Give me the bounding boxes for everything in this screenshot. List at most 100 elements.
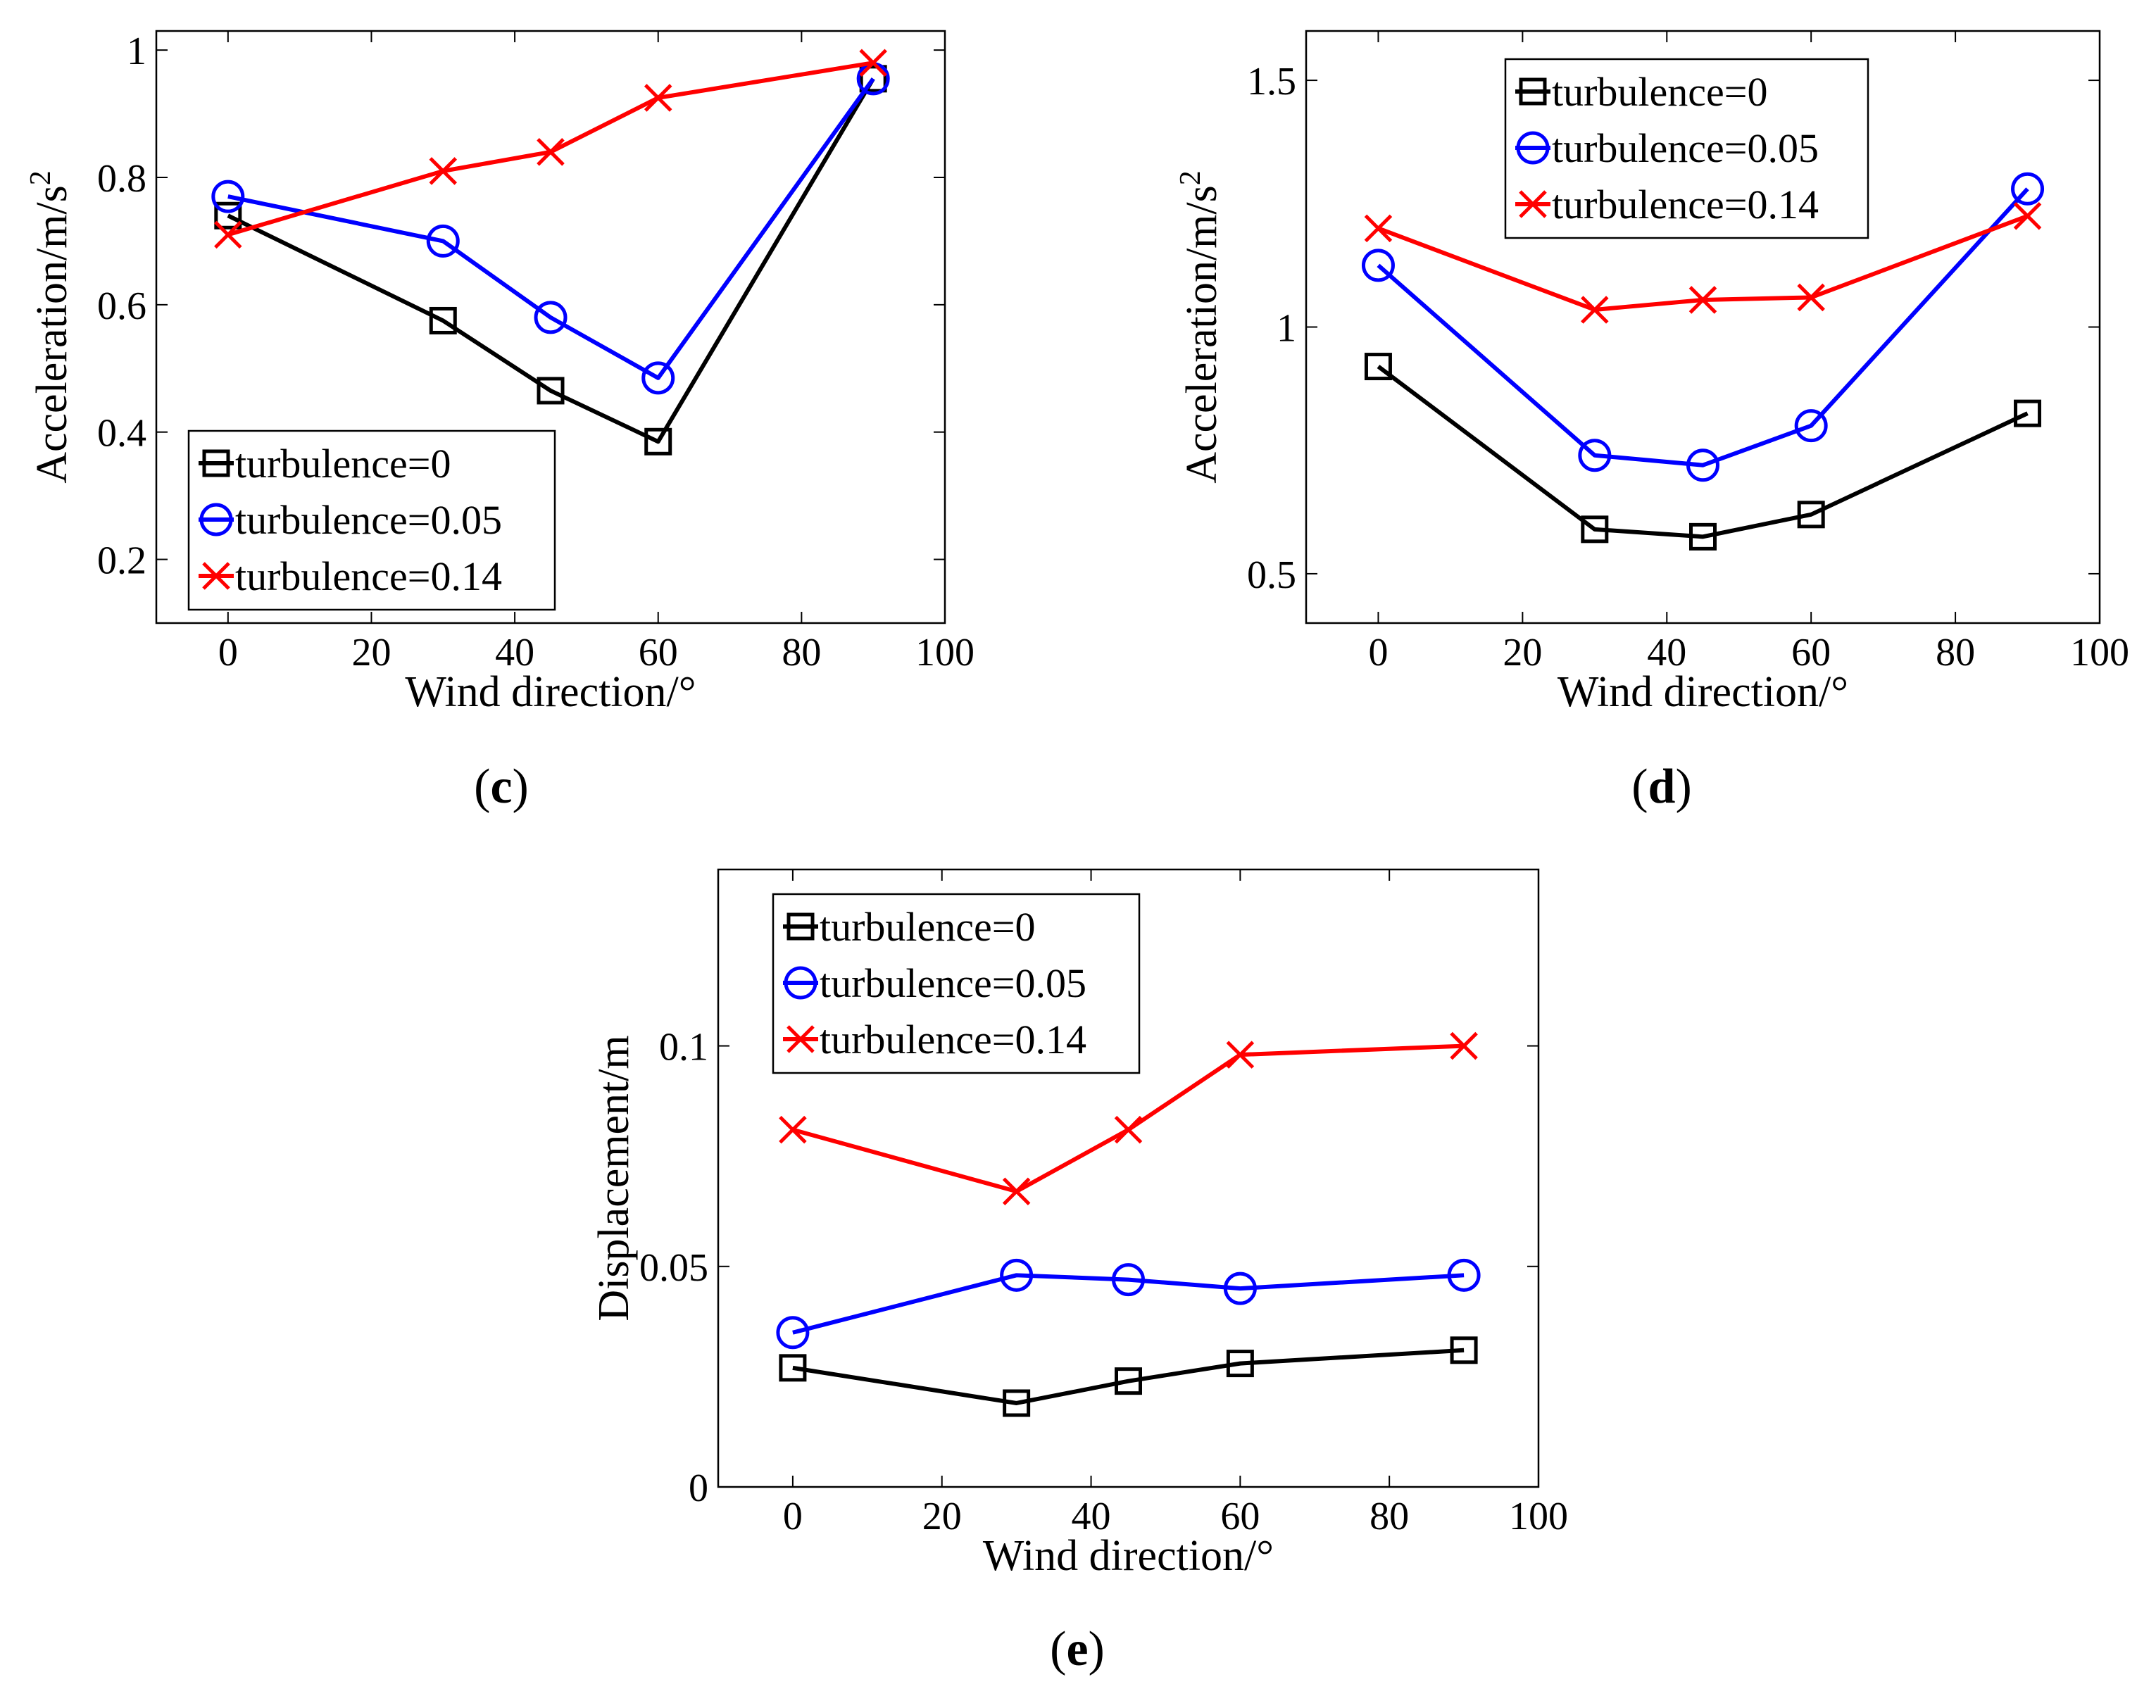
data-point-circle — [1223, 1271, 1257, 1305]
x-axis-label: Wind direction/° — [1558, 668, 1848, 716]
data-point-circle — [776, 1316, 810, 1350]
y-tick-label: 1.5 — [1247, 60, 1296, 103]
x-tick-label: 40 — [1647, 631, 1686, 674]
data-point-x — [1688, 286, 1717, 314]
data-point-square — [1226, 1350, 1254, 1378]
x-tick-label: 0 — [218, 631, 238, 674]
x-tick-label: 60 — [1220, 1495, 1260, 1538]
series-turbulence=0.14 — [214, 49, 887, 249]
legend-entry-label: turbulence=0.14 — [1552, 182, 1819, 227]
legend-box — [1504, 58, 1869, 239]
data-point-square — [214, 201, 242, 230]
x-tick-label: 100 — [1509, 1495, 1568, 1538]
data-point-x — [1364, 214, 1393, 243]
legend-entry-label: turbulence=0.05 — [820, 960, 1086, 1006]
data-point-circle — [534, 301, 568, 334]
y-tick-label: 0.8 — [97, 157, 146, 201]
y-tick-label: 1 — [127, 30, 146, 73]
panel-label: (e) — [1050, 1622, 1105, 1676]
legend-entry-label: turbulence=0.05 — [235, 497, 502, 543]
x-tick-label: 60 — [639, 631, 678, 674]
data-point-square — [644, 427, 672, 456]
data-point-x — [2013, 202, 2042, 230]
x-tick-label: 0 — [1368, 631, 1388, 674]
data-point-circle — [1112, 1263, 1145, 1297]
y-axis-label-superscript: 2 — [1174, 170, 1207, 185]
legend-marker — [1519, 190, 1547, 218]
chart-panel-d: 0 20 40 60 80 100 0.5 1 1.5 Wind direction/° Accel… — [1174, 30, 2129, 814]
legend-entry-label: turbulence=0 — [235, 441, 451, 486]
y-axis-label: Displacement/m — [590, 1035, 638, 1321]
data-point-x — [214, 220, 242, 249]
legend: turbulence=0 turbulence=0.05 turbulence=0.… — [187, 429, 556, 611]
x-tick-label: 60 — [1791, 631, 1831, 674]
x-tick-label: 20 — [1503, 631, 1542, 674]
x-tick-label: 40 — [1072, 1495, 1111, 1538]
x-tick-label: 80 — [1370, 1495, 1409, 1538]
y-axis-label: Acceleration/m/s2 — [25, 170, 76, 484]
legend: turbulence=0 turbulence=0.05 turbulence=0.… — [772, 893, 1141, 1074]
y-tick-label: 0 — [689, 1467, 708, 1510]
y-tick-label: 0.1 — [659, 1026, 708, 1069]
y-axis-label: Acceleration/m/s2 — [1174, 170, 1226, 484]
data-point-x — [1002, 1177, 1031, 1206]
x-tick-label: 20 — [351, 631, 391, 674]
data-point-x — [1450, 1031, 1478, 1060]
data-point-square — [1797, 501, 1825, 529]
legend-entry-label: turbulence=0.14 — [820, 1017, 1086, 1062]
y-tick-label: 0.2 — [97, 539, 146, 583]
legend-marker — [786, 912, 815, 941]
data-point-circle — [641, 361, 675, 395]
data-point-circle — [211, 180, 245, 213]
x-tick-label: 20 — [922, 1495, 962, 1538]
legend-box — [772, 893, 1141, 1074]
legend-entry-label: turbulence=0 — [1552, 69, 1767, 115]
x-tick-label: 80 — [782, 631, 821, 674]
x-tick-label: 40 — [495, 631, 534, 674]
data-point-x — [1114, 1115, 1143, 1144]
data-point-square — [1115, 1367, 1142, 1395]
series-turbulence=0.05 — [1361, 172, 2045, 482]
data-point-circle — [426, 224, 460, 258]
data-point-square — [1003, 1389, 1031, 1417]
data-point-x — [429, 157, 458, 185]
data-point-x — [537, 138, 565, 166]
series-line — [227, 77, 875, 444]
series-turbulence=0 — [1364, 353, 2042, 551]
series-line — [1377, 187, 2029, 467]
series-turbulence=0 — [214, 65, 887, 456]
legend-marker — [202, 449, 230, 477]
legend-entry-label: turbulence=0 — [820, 904, 1035, 950]
x-axis-label: Wind direction/° — [983, 1532, 1274, 1580]
legend-marker — [784, 966, 817, 1000]
data-point-x — [644, 84, 672, 112]
series-line — [792, 1348, 1465, 1405]
data-point-square — [859, 65, 887, 93]
data-point-square — [779, 1354, 807, 1382]
data-point-square — [1581, 515, 1609, 544]
panel-label: (c) — [474, 760, 529, 814]
chart-panel-e: 0 20 40 60 80 100 0 0.05 0.1 Wind direction/° Disp… — [590, 868, 1568, 1676]
data-point-square — [1450, 1336, 1478, 1364]
y-tick-label: 0.6 — [97, 284, 146, 328]
data-point-x — [779, 1115, 807, 1144]
panel-label: (d) — [1631, 760, 1692, 814]
data-point-square — [1689, 522, 1717, 551]
legend-entry-label: turbulence=0.14 — [235, 553, 502, 599]
data-point-circle — [1794, 409, 1828, 443]
data-point-square — [2014, 399, 2042, 427]
data-point-x — [1581, 296, 1609, 324]
legend-marker — [1519, 77, 1547, 106]
data-point-circle — [2011, 172, 2045, 206]
legend-marker — [202, 562, 230, 590]
x-tick-label: 100 — [915, 631, 974, 674]
series-turbulence=0.14 — [1364, 202, 2042, 324]
data-point-circle — [1000, 1258, 1034, 1292]
series-line — [1377, 365, 2029, 539]
series-line — [227, 77, 875, 380]
data-point-circle — [1361, 249, 1395, 282]
data-point-square — [537, 377, 565, 405]
x-tick-label: 0 — [783, 1495, 803, 1538]
legend: turbulence=0 turbulence=0.05 turbulence=0.… — [1504, 58, 1869, 239]
y-tick-label: 0.5 — [1247, 553, 1296, 597]
